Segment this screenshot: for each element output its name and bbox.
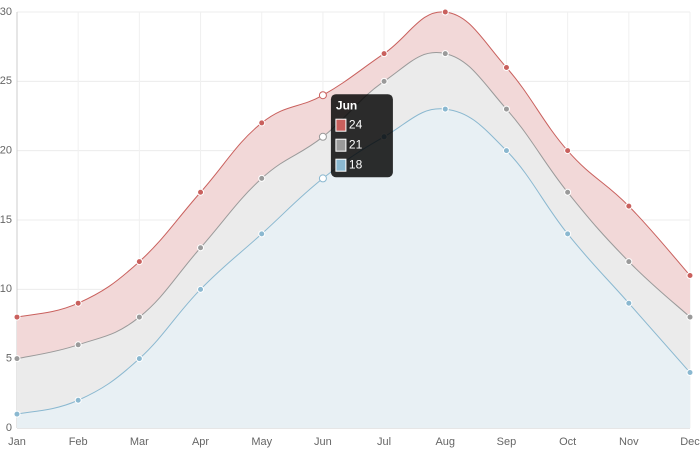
point [135,258,143,266]
point [13,355,21,363]
point [135,313,143,321]
point [686,271,694,279]
tooltip-box [330,94,393,178]
point [625,299,633,307]
point [441,50,449,58]
point [625,258,633,266]
tooltip-title: Jun [336,98,357,112]
point [258,174,266,182]
point [197,244,205,252]
y-tick-label: 10 [0,283,12,295]
point [318,132,327,141]
area-fill [17,108,690,428]
plot: 0 5 10 15 20 25 30 Jan Feb Mar Apr May Jun Jul Aug Sep O… [0,6,700,448]
point [74,299,82,307]
x-tick-label: May [251,436,272,448]
y-tick-label: 25 [0,75,12,87]
point [502,63,510,71]
tooltip-swatch [335,138,347,152]
point [318,174,327,183]
point [686,369,694,377]
y-tick-label: 15 [0,214,12,226]
point [441,8,449,16]
point [258,230,266,238]
tooltip-value: 21 [349,137,363,151]
point [686,313,694,321]
tooltip-swatch [335,118,347,132]
x-tick-label: Feb [69,436,88,448]
tooltip-value: 24 [349,117,363,131]
x-tick-label: Jan [8,436,26,448]
point [135,355,143,363]
point [502,147,510,155]
x-tick-label: Dec [680,436,700,448]
point [564,147,572,155]
tooltip-swatch [335,158,347,172]
x-tick-label: Nov [619,436,639,448]
point [625,202,633,210]
y-tick-label: 20 [0,145,12,157]
point [441,105,449,113]
point [380,77,388,85]
x-tick-label: Mar [130,436,149,448]
point [74,396,82,404]
point [564,230,572,238]
x-tick-label: Sep [497,436,517,448]
point [74,341,82,349]
x-tick-label: Oct [559,436,576,448]
point [13,410,21,418]
y-tick-label: 5 [6,353,12,365]
point [197,285,205,293]
x-tick-label: Apr [192,436,209,448]
x-tick-label: Jun [314,436,332,448]
x-tick-label: Jul [377,436,391,448]
point [318,91,327,100]
y-tick-label: 30 [0,6,12,18]
point [197,188,205,196]
point [564,188,572,196]
point [380,50,388,58]
y-tick-label: 0 [6,422,12,434]
point [13,313,21,321]
tooltip: Jun 24 21 18 [330,94,393,178]
point [258,119,266,127]
point [502,105,510,113]
x-tick-label: Aug [435,436,455,448]
tooltip-value: 18 [349,157,363,171]
